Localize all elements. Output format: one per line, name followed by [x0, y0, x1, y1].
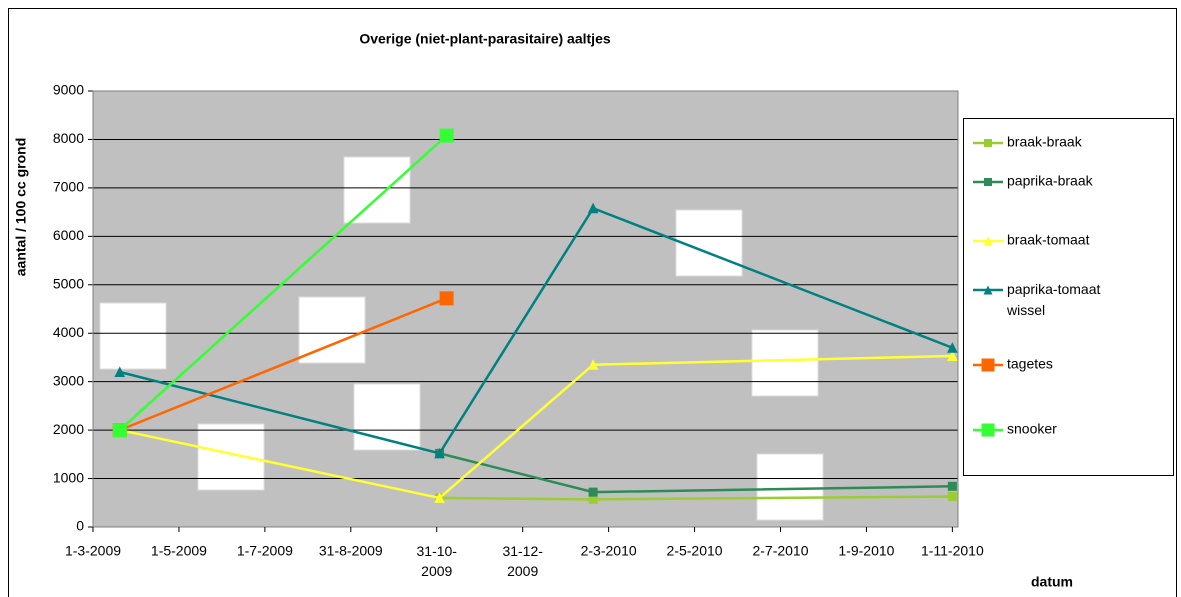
x-tick-label: 2-7-2010 [752, 543, 808, 559]
y-tick-label: 5000 [53, 275, 84, 291]
legend-label: braak-tomaat [1007, 232, 1090, 248]
y-tick-label: 9000 [53, 82, 84, 98]
x-tick-label: 1-5-2009 [151, 543, 207, 559]
y-tick-label: 1000 [53, 469, 84, 485]
y-tick-label: 7000 [53, 179, 84, 195]
legend-label: snooker [1007, 421, 1057, 437]
chili-image [344, 157, 410, 223]
legend-label: braak-braak [1007, 134, 1083, 150]
legend-marker [982, 424, 995, 437]
data-point [589, 488, 597, 496]
x-tick-label: 1-11-2010 [921, 543, 984, 559]
x-tick-label: 1-3-2009 [65, 543, 121, 559]
legend-label: tagetes [1007, 356, 1053, 372]
x-tick-label: 1-7-2009 [237, 543, 293, 559]
legend-marker [984, 139, 992, 147]
data-point [440, 292, 453, 305]
chart: Overige (niet-plant-parasitaire) aaltjes… [0, 0, 1181, 597]
y-tick-label: 2000 [53, 421, 84, 437]
pepper-image [100, 303, 166, 369]
x-tick-label: 31-8-2009 [319, 543, 383, 559]
y-axis-label: aantal / 100 cc grond [13, 138, 29, 277]
legend-label: paprika-braak [1007, 173, 1094, 189]
fallow-image [198, 424, 264, 490]
tomato-image [752, 330, 818, 396]
data-point [948, 482, 956, 490]
y-tick-label: 0 [76, 518, 84, 534]
legend-marker [984, 178, 992, 186]
data-point [440, 129, 453, 142]
x-tick-label: 2-3-2010 [581, 543, 637, 559]
data-point [113, 424, 126, 437]
x-tick-label: 2-5-2010 [667, 543, 723, 559]
y-tick-label: 8000 [53, 130, 84, 146]
y-tick-label: 6000 [53, 227, 84, 243]
y-tick-label: 4000 [53, 324, 84, 340]
x-tick-label: 1-9-2010 [838, 543, 894, 559]
chart-title: Overige (niet-plant-parasitaire) aaltjes [359, 31, 611, 47]
fallow-image [757, 454, 823, 520]
y-tick-label: 3000 [53, 372, 84, 388]
data-point [948, 492, 956, 500]
x-axis-label: datum [1031, 574, 1073, 590]
legend-marker [982, 359, 995, 372]
